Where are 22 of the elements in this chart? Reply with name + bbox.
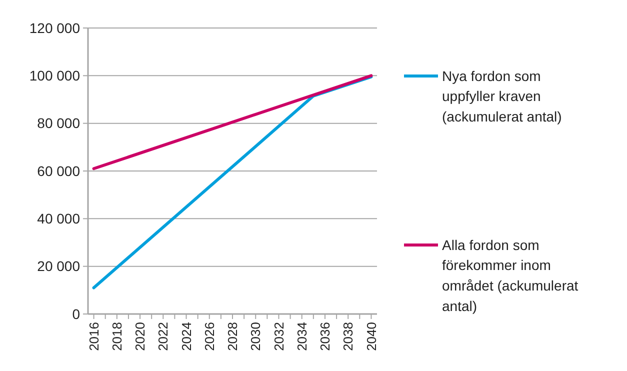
- y-tick-label: 0: [72, 306, 80, 322]
- x-tick-label: 2030: [248, 322, 264, 351]
- x-tick-label: 2018: [109, 322, 124, 351]
- y-tick-label: 40 000: [37, 210, 80, 227]
- x-tick-label: 2024: [178, 322, 194, 351]
- x-tick-label: 2016: [86, 322, 102, 351]
- x-tick-label: 2022: [156, 322, 171, 351]
- x-tick-label: 2038: [340, 322, 356, 351]
- y-tick-label: 100 000: [29, 68, 80, 84]
- legend-label: Nya fordon som uppfyller kraven (ackumulerat antal): [442, 68, 562, 124]
- y-tick-label: 120 000: [29, 20, 80, 36]
- x-tick-label: 2026: [202, 322, 217, 351]
- x-tick-label: 2034: [294, 322, 310, 351]
- legend-label: Alla fordon som förekommer inom området (ackumulerat antal): [442, 236, 578, 314]
- x-tick-label: 2028: [225, 322, 240, 351]
- x-tick-label: 2040: [364, 322, 379, 351]
- x-tick-label: 2032: [271, 322, 286, 351]
- y-tick-label: 80 000: [37, 115, 80, 132]
- y-tick-label: 20 000: [37, 258, 80, 274]
- x-tick-label: 2020: [132, 322, 148, 351]
- y-tick-label: 60 000: [37, 162, 80, 179]
- x-tick-label: 2036: [318, 322, 333, 351]
